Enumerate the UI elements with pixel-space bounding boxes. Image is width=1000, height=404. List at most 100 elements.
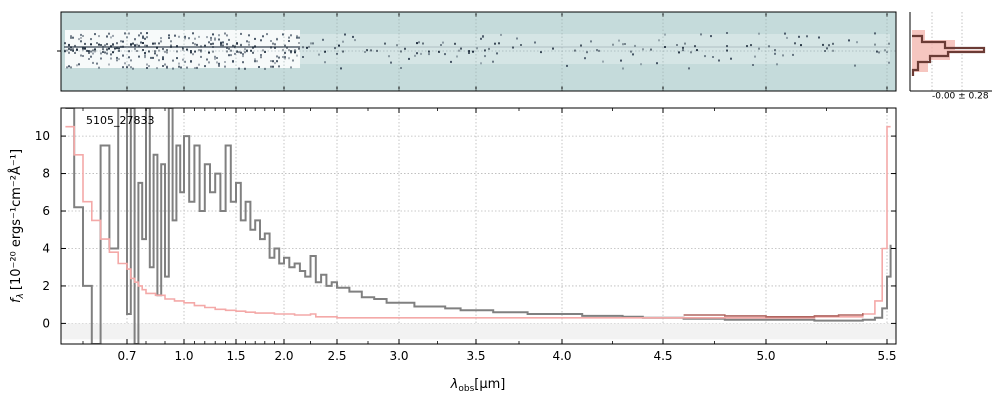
pixel [288,49,290,52]
y-tick-label: 10 [35,129,50,143]
pixel [384,42,386,45]
pixel [196,43,198,46]
histogram-panel: -0.00 ± 0.28 [909,12,992,102]
pixel [758,47,760,50]
pixel [100,44,102,46]
y-tick-label: 2 [42,279,50,293]
pixel [238,67,240,70]
pixel [444,53,446,56]
pixel [596,49,598,52]
pixel [302,56,304,58]
pixel [108,32,110,35]
x-tick-label: 4.5 [653,349,672,363]
pixel [428,50,430,53]
pixel [214,37,216,40]
pixel [418,41,420,44]
spectrum-line-3 [683,313,864,318]
pixel [458,49,460,52]
pixel [270,65,272,68]
pixel [174,34,176,37]
pixel [338,44,340,47]
pixel [176,50,178,53]
pixel [298,42,300,44]
pixel [414,54,416,57]
pixel [154,50,156,53]
pixel [208,41,210,44]
pixel [142,35,144,38]
pixel [82,35,84,37]
pixel [74,52,76,54]
pixel [196,66,198,69]
pixel [272,65,274,68]
pixel [500,33,502,36]
pixel [784,32,786,35]
pixel [468,52,470,54]
pixel [886,51,888,54]
pixel [132,67,134,70]
pixel [688,67,690,70]
pixel [236,42,238,45]
pixel [152,42,154,45]
pixel [282,33,284,36]
x-tick-label: 3.0 [389,349,408,363]
pixel [786,36,788,39]
pixel [298,47,300,50]
pixel [700,33,702,36]
pixel [194,50,196,53]
pixel [110,36,112,39]
pixel [122,54,124,57]
pixel [182,47,184,50]
pixel [212,50,214,53]
pixel [520,44,522,46]
pixel [456,55,458,58]
pixel [248,34,250,37]
pixel [76,48,78,51]
pixel [334,47,336,50]
pixel [66,66,68,69]
pixel [230,49,232,52]
pixel [92,49,94,52]
pixel [228,47,230,50]
pixel [682,49,684,52]
pixel [240,44,242,47]
pixel [134,47,136,50]
pixel [130,59,132,62]
pixel [242,55,244,58]
pixel [342,50,344,53]
pixel [80,36,82,39]
pixel [622,67,624,70]
pixel [216,61,218,64]
pixel [122,66,124,69]
pixel [218,64,220,67]
pixel [68,44,70,47]
y-axis-label: fλ [10⁻²⁰ ergs⁻¹cm⁻²Å⁻¹] [8,149,26,303]
pixel [352,35,354,38]
pixel [676,44,678,46]
x-tick-label: 2.0 [274,349,293,363]
pixel [228,54,230,57]
pixel [82,55,84,57]
pixel [94,33,96,36]
pixel [200,50,202,53]
pixel [212,33,214,36]
pixel [152,56,154,59]
pixel [190,60,192,63]
pixel [650,48,652,51]
pixel [168,37,170,39]
histogram-stat-label: -0.00 ± 0.28 [932,92,989,102]
pixel [70,35,72,38]
pixel [66,49,68,52]
pixel [194,37,196,40]
pixel [758,32,760,35]
pixel [240,51,242,54]
pixel [586,51,588,54]
pixel [282,49,284,51]
pixel [160,37,162,40]
main-panel-frame [60,107,897,345]
pixel [126,66,128,69]
pixel [68,43,70,46]
pixel [832,49,834,52]
pixel [366,49,368,52]
pixel [312,42,314,45]
